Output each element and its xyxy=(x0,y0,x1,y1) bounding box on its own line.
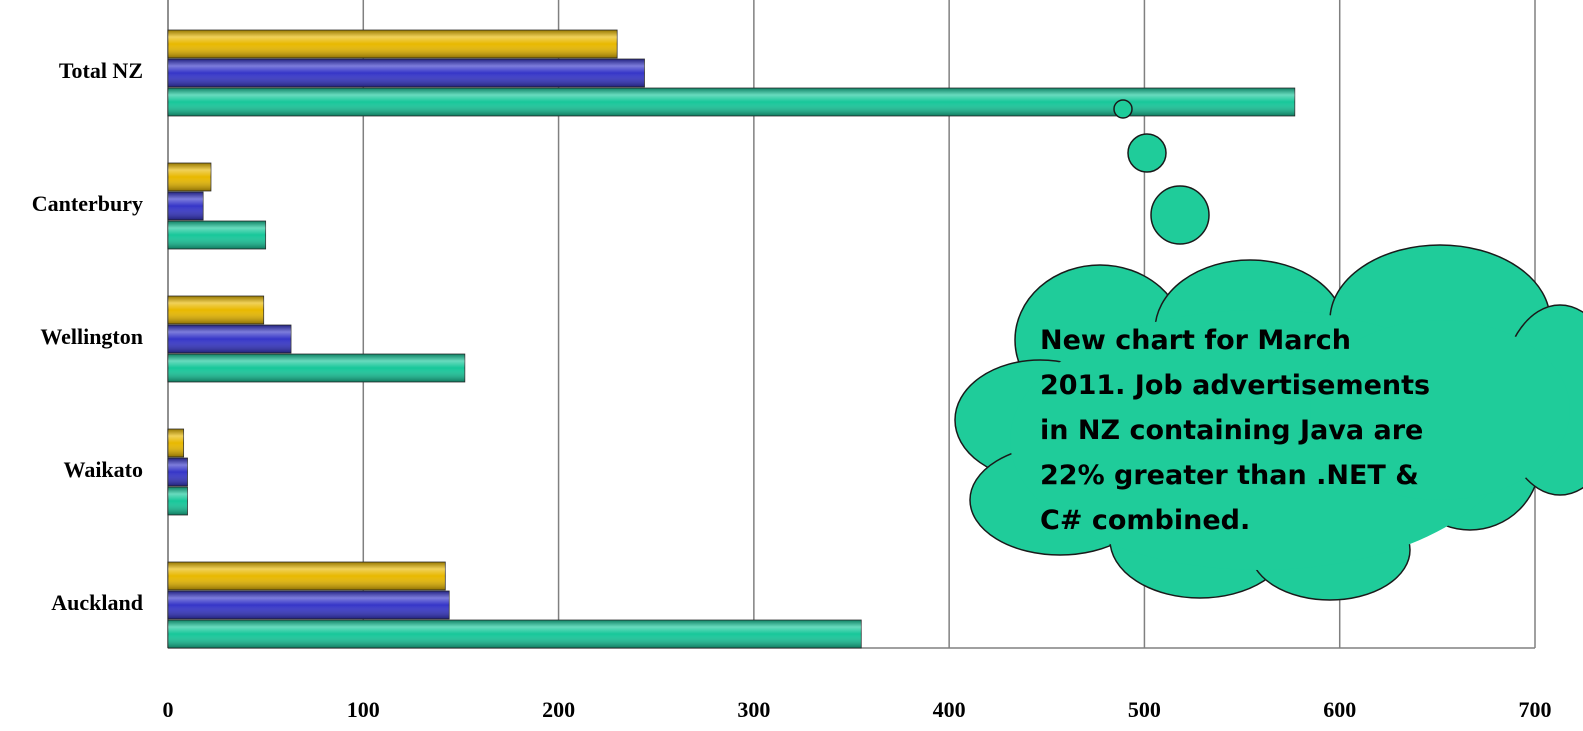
y-tick-label: Wellington xyxy=(40,324,143,349)
bar-shading xyxy=(168,59,645,87)
bar-shading xyxy=(168,458,188,486)
bar-group xyxy=(167,220,267,250)
bar-shading xyxy=(168,487,188,515)
bar-group xyxy=(167,87,1296,117)
bar-group xyxy=(167,590,450,620)
annotation: New chart for March 2011. Job advertisem… xyxy=(1040,325,1431,536)
x-tick-label: 0 xyxy=(163,697,174,722)
bars xyxy=(167,29,1296,649)
bar-group xyxy=(167,428,185,458)
y-tick-label: Auckland xyxy=(51,590,143,615)
x-tick-label: 500 xyxy=(1128,697,1161,722)
bar-shading xyxy=(168,620,862,648)
bar-shading xyxy=(168,221,266,249)
bar-shading xyxy=(168,192,204,220)
x-tick-label: 400 xyxy=(933,697,966,722)
bar-group xyxy=(167,191,204,221)
bar-shading xyxy=(168,562,446,590)
bar-shading xyxy=(168,591,450,619)
bar-group xyxy=(167,324,292,354)
bar-group xyxy=(167,162,212,192)
bar-shading xyxy=(168,429,184,457)
bar-group xyxy=(167,29,618,59)
bar-shading xyxy=(168,354,465,382)
bar-group xyxy=(167,486,188,516)
x-tick-label: 600 xyxy=(1323,697,1356,722)
y-tick-label: Total NZ xyxy=(59,58,143,83)
bar-group xyxy=(167,353,466,383)
x-tick-label: 300 xyxy=(737,697,770,722)
bar-shading xyxy=(168,88,1295,116)
x-tick-label: 700 xyxy=(1519,697,1552,722)
callout-cloud xyxy=(954,99,1583,601)
bar-shading xyxy=(168,163,211,191)
bar-group xyxy=(167,561,446,591)
bar-group xyxy=(167,295,265,325)
y-tick-label: Canterbury xyxy=(32,191,143,216)
bar-group xyxy=(167,58,645,88)
bar-group xyxy=(167,619,862,649)
x-tick-label: 200 xyxy=(542,697,575,722)
bar-shading xyxy=(168,325,292,353)
bar-shading xyxy=(168,296,264,324)
bar-shading xyxy=(168,30,618,58)
x-tick-label: 100 xyxy=(347,697,380,722)
bar-group xyxy=(167,457,188,487)
y-tick-label: Waikato xyxy=(64,457,143,482)
